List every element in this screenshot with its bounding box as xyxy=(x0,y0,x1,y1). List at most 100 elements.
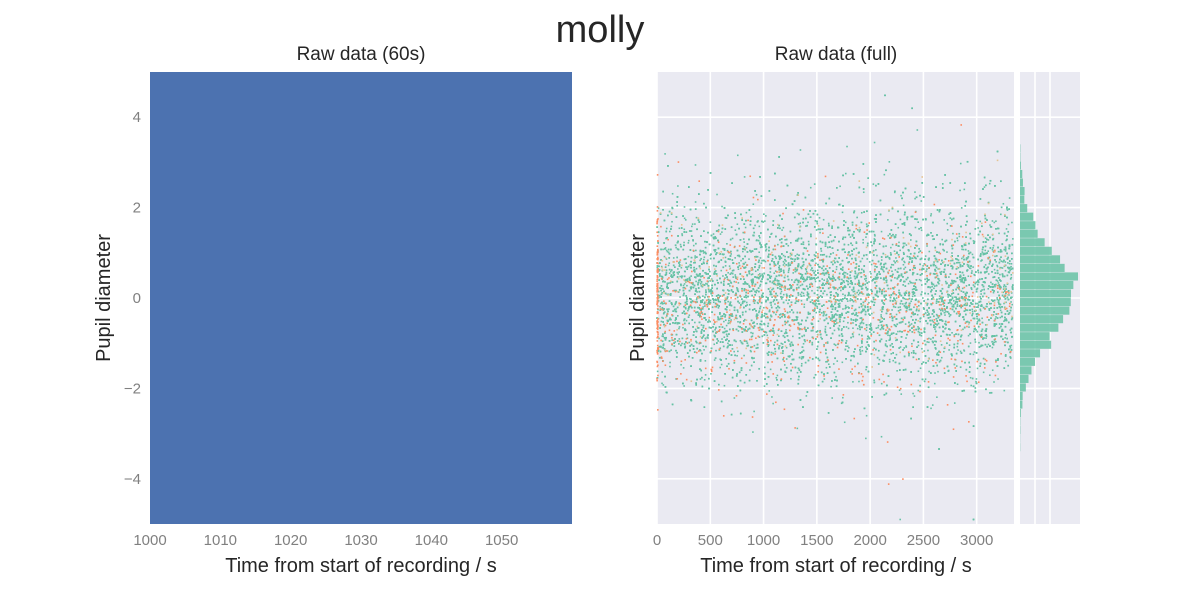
scatter-point xyxy=(835,265,838,268)
left-y-tick-labels: 420−2−4 xyxy=(124,109,141,488)
scatter-point xyxy=(797,223,800,225)
scatter-point xyxy=(723,384,726,387)
scatter-point xyxy=(902,303,904,305)
scatter-point xyxy=(851,244,854,247)
scatter-point xyxy=(972,240,975,242)
scatter-point xyxy=(963,188,966,191)
scatter-point xyxy=(862,191,865,194)
scatter-point xyxy=(953,334,956,336)
scatter-point xyxy=(825,361,827,363)
scatter-point xyxy=(796,268,799,271)
scatter-point xyxy=(928,312,930,315)
scatter-point xyxy=(762,221,765,223)
scatter-point xyxy=(862,269,865,272)
scatter-point xyxy=(715,270,717,272)
scatter-point xyxy=(794,268,797,270)
scatter-point xyxy=(730,253,732,255)
scatter-point xyxy=(775,377,778,379)
scatter-point xyxy=(765,215,767,217)
scatter-point xyxy=(915,308,918,310)
scatter-point xyxy=(963,279,966,282)
scatter-point xyxy=(800,357,803,360)
scatter-point xyxy=(965,304,967,307)
scatter-point xyxy=(999,316,1002,319)
scatter-point xyxy=(996,264,998,267)
left-y-tick-label: 4 xyxy=(133,109,141,126)
scatter-point xyxy=(733,350,735,353)
scatter-point xyxy=(774,341,776,344)
scatter-point xyxy=(884,343,887,345)
scatter-point xyxy=(796,371,799,374)
scatter-point xyxy=(680,363,682,366)
scatter-point xyxy=(752,227,755,230)
scatter-point xyxy=(684,307,687,310)
scatter-point xyxy=(790,242,792,244)
scatter-point xyxy=(797,257,800,260)
scatter-point xyxy=(742,250,744,253)
scatter-point xyxy=(847,327,850,330)
scatter-point xyxy=(893,260,895,262)
scatter-point xyxy=(911,291,914,294)
scatter-point xyxy=(911,288,914,291)
scatter-point xyxy=(826,270,829,272)
scatter-point xyxy=(859,346,862,349)
scatter-point xyxy=(839,185,841,188)
scatter-point xyxy=(772,402,774,405)
scatter-point xyxy=(686,333,688,336)
scatter-point xyxy=(976,367,979,370)
scatter-point xyxy=(715,305,718,308)
scatter-point xyxy=(868,345,870,347)
scatter-point xyxy=(910,315,913,318)
scatter-point xyxy=(803,280,805,283)
scatter-point xyxy=(661,287,663,290)
scatter-point xyxy=(768,309,771,311)
scatter-point xyxy=(686,337,689,339)
scatter-point xyxy=(759,283,762,286)
scatter-point xyxy=(924,378,927,380)
scatter-point xyxy=(946,229,949,231)
scatter-point xyxy=(720,315,722,318)
scatter-point xyxy=(1009,269,1011,272)
scatter-point xyxy=(948,284,950,287)
scatter-point xyxy=(921,291,923,293)
scatter-point xyxy=(940,344,943,346)
scatter-point xyxy=(955,365,958,367)
scatter-point xyxy=(870,272,872,275)
scatter-point xyxy=(671,192,674,195)
scatter-point xyxy=(745,246,748,249)
scatter-point xyxy=(774,350,777,353)
scatter-point xyxy=(872,183,875,185)
scatter-point xyxy=(787,269,790,272)
scatter-point xyxy=(963,350,966,352)
scatter-point xyxy=(902,251,905,254)
scatter-point xyxy=(833,294,835,297)
scatter-point xyxy=(827,282,829,285)
scatter-point xyxy=(972,353,975,356)
scatter-point xyxy=(862,241,864,244)
scatter-point xyxy=(694,164,697,166)
scatter-point xyxy=(868,324,871,326)
scatter-point xyxy=(690,275,692,277)
scatter-point xyxy=(933,382,936,385)
scatter-point xyxy=(679,302,682,305)
scatter-point xyxy=(736,154,739,157)
scatter-point xyxy=(961,248,963,251)
scatter-point xyxy=(865,329,868,332)
scatter-point xyxy=(953,402,956,404)
scatter-point xyxy=(802,342,805,345)
scatter-point xyxy=(988,392,991,394)
scatter-point xyxy=(769,293,772,296)
scatter-point xyxy=(993,268,996,271)
scatter-point xyxy=(894,299,897,302)
scatter-point xyxy=(860,211,863,214)
scatter-point xyxy=(753,357,755,359)
scatter-point xyxy=(942,296,944,299)
scatter-point xyxy=(898,289,900,292)
scatter-point xyxy=(840,263,842,265)
scatter-point xyxy=(899,218,902,221)
scatter-point xyxy=(709,302,711,304)
scatter-point xyxy=(854,277,856,280)
scatter-point xyxy=(770,290,772,293)
scatter-point xyxy=(962,328,964,331)
